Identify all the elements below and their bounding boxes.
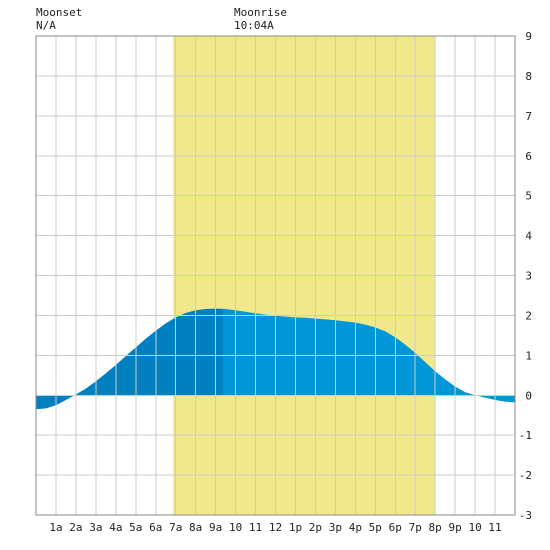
x-tick-label: 12 xyxy=(269,521,282,534)
y-tick-label: 6 xyxy=(525,150,532,163)
x-tick-label: 5p xyxy=(369,521,382,534)
x-tick-label: 8a xyxy=(189,521,202,534)
tide-area-dark xyxy=(36,308,224,410)
y-tick-label: -1 xyxy=(519,429,532,442)
x-tick-label: 2p xyxy=(309,521,322,534)
x-tick-label: 9p xyxy=(449,521,462,534)
x-tick-label: 3p xyxy=(329,521,342,534)
moonrise-value: 10:04A xyxy=(234,19,274,32)
x-tick-label: 3a xyxy=(89,521,102,534)
y-tick-label: 4 xyxy=(525,230,532,243)
x-tick-label: 4p xyxy=(349,521,362,534)
y-axis-labels: -3 -2 -1 0 1 2 3 4 5 6 7 8 9 xyxy=(519,30,533,522)
x-tick-label: 2a xyxy=(69,521,82,534)
x-axis-labels: 1a 2a 3a 4a 5a 6a 7a 8a 9a 10 11 12 1p 2p 3p 4p 5p 6p 7p 8p… xyxy=(49,521,501,534)
y-tick-label: 2 xyxy=(525,309,532,322)
x-tick-label: 5a xyxy=(129,521,142,534)
x-tick-label: 8p xyxy=(429,521,442,534)
x-tick-label: 1p xyxy=(289,521,302,534)
y-tick-label: 1 xyxy=(525,349,532,362)
x-tick-label: 11 xyxy=(488,521,501,534)
y-tick-label: 9 xyxy=(525,30,532,43)
y-tick-label: -3 xyxy=(519,509,532,522)
plot-frame xyxy=(35,35,516,516)
moonset-value: N/A xyxy=(36,19,56,32)
moonrise-label: Moonrise xyxy=(234,6,287,19)
x-tick-label: 6a xyxy=(149,521,162,534)
y-tick-label: 0 xyxy=(525,389,532,402)
x-tick-label: 6p xyxy=(389,521,402,534)
y-tick-label: -2 xyxy=(519,469,532,482)
x-tick-label: 9a xyxy=(209,521,222,534)
y-tick-label: 3 xyxy=(525,270,532,283)
x-tick-label: 7p xyxy=(409,521,422,534)
chart-grid xyxy=(36,36,515,515)
x-tick-label: 10 xyxy=(468,521,481,534)
x-tick-label: 10 xyxy=(229,521,242,534)
x-tick-label: 4a xyxy=(109,521,122,534)
y-tick-label: 5 xyxy=(525,190,532,203)
y-tick-label: 8 xyxy=(525,70,532,83)
x-tick-label: 1a xyxy=(49,521,62,534)
y-tick-label: 7 xyxy=(525,110,532,123)
moonset-label: Moonset xyxy=(36,6,82,19)
x-tick-label: 11 xyxy=(249,521,262,534)
x-tick-label: 7a xyxy=(169,521,182,534)
